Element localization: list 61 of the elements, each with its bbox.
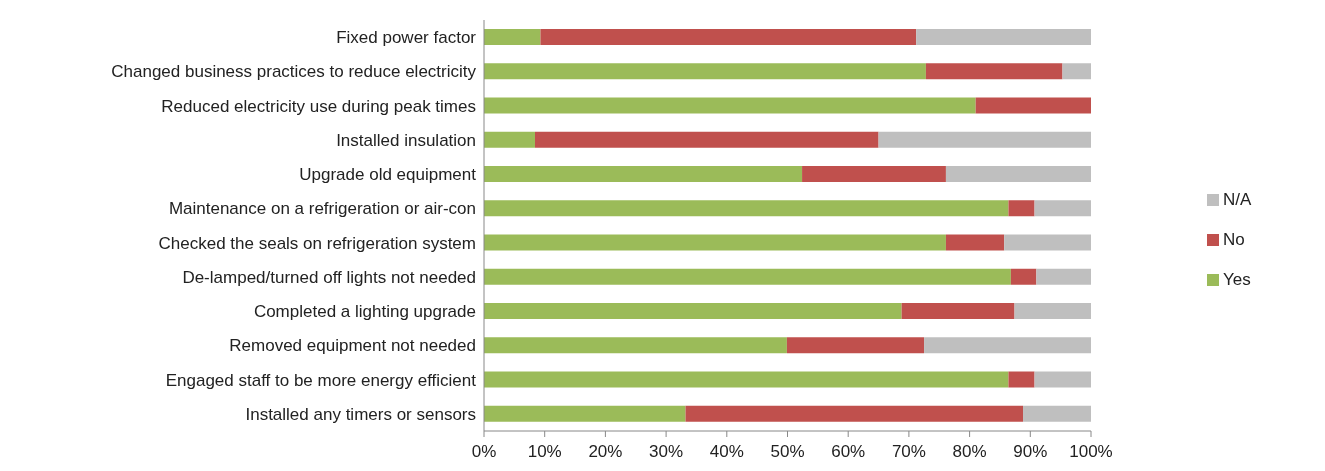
bar — [1010, 268, 1037, 285]
x-tick-label: 40% — [709, 442, 744, 462]
bar — [484, 234, 946, 251]
y-tick-label: Changed business practices to reduce electricity — [111, 62, 477, 82]
bar — [484, 97, 976, 114]
y-tick-label: Upgrade old equipment — [299, 165, 477, 185]
bar — [484, 166, 803, 182]
bar — [484, 337, 787, 354]
x-tick-label: 50% — [770, 442, 805, 462]
legend-label: N/A — [1223, 189, 1252, 209]
bar — [975, 97, 1091, 114]
bar — [484, 371, 1009, 388]
x-tick-label: 30% — [649, 442, 684, 462]
bar — [484, 200, 1009, 217]
x-tick-label: 60% — [831, 442, 866, 462]
y-tick-label: Maintenance on a refrigeration or air-con — [168, 199, 476, 219]
bar — [534, 131, 879, 148]
bar — [484, 405, 686, 422]
bar — [484, 29, 541, 45]
x-tick-label: 10% — [527, 442, 562, 462]
bar — [1034, 371, 1091, 388]
y-tick-label: Reduced electricity use during peak times — [161, 96, 476, 116]
x-tick-label: 20% — [588, 442, 623, 462]
bar — [484, 303, 902, 319]
bar — [1034, 200, 1091, 217]
y-tick-label: Removed equipment not needed — [229, 336, 476, 356]
bar — [1004, 234, 1091, 251]
x-tick-label: 90% — [1013, 442, 1048, 462]
x-tick-label: 70% — [891, 442, 926, 462]
legend-label: Yes — [1223, 269, 1251, 289]
y-tick-label: Checked the seals on refrigeration system — [158, 233, 476, 253]
bar — [1014, 303, 1091, 319]
y-tick-label: Engaged staff to be more energy efficient — [165, 370, 477, 390]
bar — [924, 337, 1091, 354]
bar — [786, 337, 925, 354]
y-tick-label: De-lamped/turned off lights not needed — [182, 267, 476, 287]
bar — [916, 29, 1091, 45]
bar — [484, 268, 1011, 285]
bar — [1036, 268, 1091, 285]
bar — [685, 405, 1024, 422]
bar — [1062, 63, 1091, 80]
bar — [945, 234, 1005, 251]
x-tick-label: 80% — [952, 442, 987, 462]
x-tick-label: 100% — [1069, 442, 1113, 462]
bar — [901, 303, 1015, 319]
bar — [484, 63, 926, 80]
y-tick-label: Installed any timers or sensors — [245, 404, 476, 424]
bar — [1008, 371, 1035, 388]
bar — [945, 166, 1091, 182]
bar — [540, 29, 917, 45]
bar — [1008, 200, 1035, 217]
x-tick-label: 0% — [471, 442, 497, 462]
y-tick-label: Completed a lighting upgrade — [253, 302, 476, 322]
bar — [1023, 405, 1091, 422]
bar — [925, 63, 1063, 80]
legend-label: No — [1223, 229, 1245, 249]
bar — [878, 131, 1091, 148]
bar — [484, 131, 535, 148]
y-tick-label: Installed insulation — [336, 130, 476, 150]
y-tick-label: Fixed power factor — [336, 28, 477, 48]
bar — [802, 166, 946, 182]
